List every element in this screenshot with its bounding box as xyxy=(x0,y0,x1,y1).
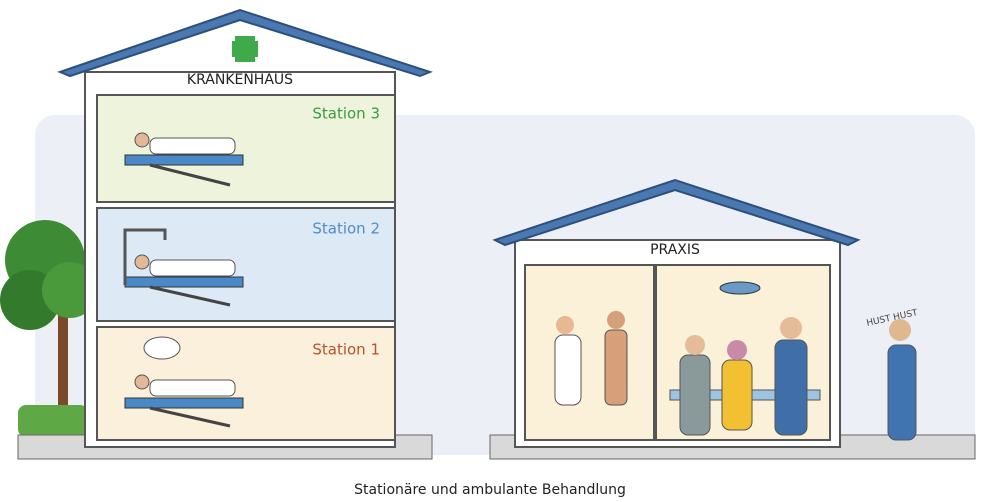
practice-label: PRAXIS xyxy=(650,242,700,258)
hospital-label: KRANKENHAUS xyxy=(187,72,293,88)
station-label: Station 2 xyxy=(312,220,380,238)
illustration: KRANKENHAUS Station 3 Station 2 Station … xyxy=(0,0,981,502)
station-label: Station 3 xyxy=(312,105,380,123)
page: KRANKENHAUS Station 3 Station 2 Station … xyxy=(0,0,981,502)
station-label: Station 1 xyxy=(312,341,380,359)
caption: Stationäre und ambulante Behandlung xyxy=(354,482,626,498)
